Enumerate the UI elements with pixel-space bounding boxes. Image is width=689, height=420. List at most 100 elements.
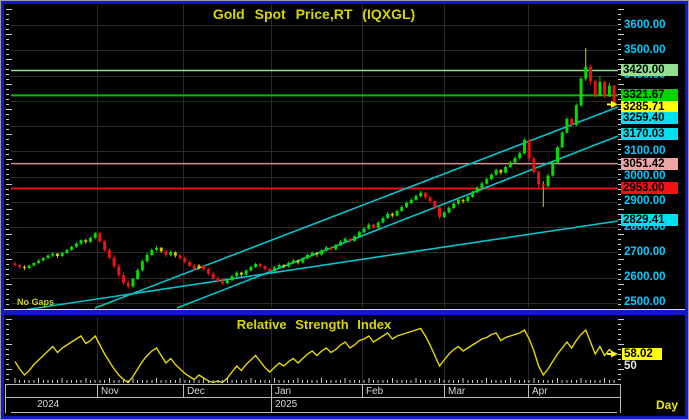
candle-body (518, 153, 522, 159)
candle-body (612, 85, 616, 105)
chart-title: Gold Spot Price,RT (IQXGL) (212, 6, 416, 22)
candle-body (588, 66, 592, 82)
candle-body (55, 253, 59, 256)
candle-body (272, 267, 276, 272)
candle-body (305, 254, 309, 259)
panel-separator-band (2, 310, 688, 315)
rising-channel-lower (176, 135, 619, 309)
candle-body (353, 236, 357, 241)
candle-body (584, 66, 588, 79)
candle-body (282, 265, 286, 267)
candle-body (485, 179, 489, 184)
candle-body (258, 264, 262, 267)
candle-body (239, 272, 243, 275)
candle-body (131, 278, 135, 287)
month-label: Dec (187, 386, 205, 397)
candle-body (32, 263, 36, 266)
candle-body (263, 266, 267, 270)
candle-body (140, 261, 144, 271)
candle-body (84, 240, 88, 242)
month-label: Nov (101, 386, 119, 397)
candle-body (117, 266, 121, 276)
candle-body (428, 197, 432, 202)
candle-body (107, 249, 111, 258)
candle-body (235, 272, 239, 277)
trendline-value-badge-long: 2829.41 (621, 213, 678, 226)
candle-body (155, 247, 159, 250)
candle-body (192, 265, 196, 269)
candle-body (480, 183, 484, 188)
candle-body (466, 196, 470, 202)
candle-body (508, 162, 512, 168)
level-badge-3420: 3420.00 (621, 64, 678, 77)
candle-body (447, 207, 451, 213)
candle-body (169, 252, 173, 255)
candle-body (65, 249, 69, 253)
candle-body (541, 184, 545, 187)
candle-body (551, 162, 555, 176)
candle-body (70, 246, 74, 250)
month-label: Jan (275, 386, 292, 397)
candle-body (324, 247, 328, 251)
month-label: Mar (448, 386, 466, 397)
candle-body (565, 119, 569, 133)
candle-body (381, 218, 385, 223)
candle-body (136, 270, 140, 279)
candle-body (489, 174, 493, 180)
candle-body (461, 199, 465, 202)
candle-body (456, 199, 460, 204)
candle-body (475, 187, 479, 193)
rsi-panel-title: Relative Strength Index (236, 317, 392, 332)
month-label: Feb (366, 386, 384, 397)
current-price-badge: 3285.71 (621, 100, 678, 113)
candle-body (51, 253, 55, 256)
candle-body (414, 196, 418, 200)
candle-body (178, 255, 182, 258)
candle-body (522, 139, 526, 154)
candle-body (244, 270, 248, 275)
candle-body (442, 212, 446, 218)
year-label: 2024 (37, 399, 60, 410)
candle-body (287, 263, 291, 267)
rsi-current-value-badge: 58.02 (622, 348, 662, 360)
current-price-arrow (611, 100, 618, 108)
long-term-trendline (16, 220, 619, 312)
candle-body (593, 81, 597, 96)
candle-body (357, 232, 361, 237)
candle-body (145, 254, 149, 262)
candle-body (603, 81, 607, 97)
candle-body (579, 78, 583, 106)
timeframe-label: Day (655, 398, 678, 412)
price-tick-label: 2900.00 (624, 195, 666, 208)
candle-body (13, 263, 17, 266)
price-tick-label: 3000.00 (624, 170, 666, 183)
candle-body (173, 252, 177, 256)
candle-body (471, 192, 475, 197)
level-badge-3321: 3321.67 (621, 89, 678, 102)
candle-body (211, 273, 215, 279)
candle-body (291, 260, 295, 264)
candle-body (405, 202, 409, 207)
candle-body (37, 260, 41, 264)
candle-body (348, 238, 352, 241)
candle-body (376, 222, 380, 228)
candle-body (22, 267, 26, 269)
candle-body (164, 251, 168, 255)
level-badge-2953: 2953.00 (621, 182, 678, 195)
candle-body (320, 250, 324, 255)
candle-body (60, 252, 64, 256)
candle-body (254, 264, 258, 268)
candle-body (386, 213, 390, 219)
candle-body (574, 105, 578, 125)
candle-body (159, 247, 163, 252)
candle-body (390, 213, 394, 216)
price-tick-label: 3600.00 (624, 18, 666, 31)
candle-body (126, 282, 130, 287)
candle-body (527, 139, 531, 159)
candle-body (46, 255, 50, 258)
candle-body (301, 258, 305, 263)
candle-body (41, 257, 45, 261)
candle-body (433, 201, 437, 208)
